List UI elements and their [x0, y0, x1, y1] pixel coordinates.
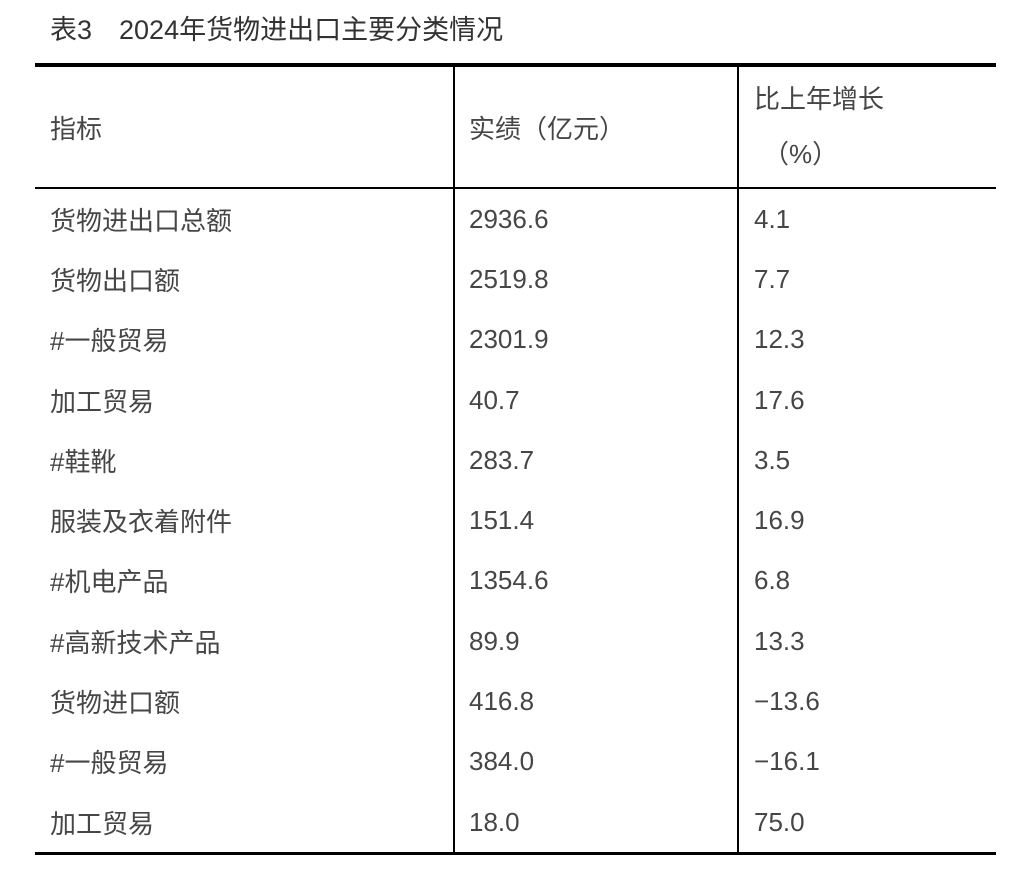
- value-cell: 2519.8: [453, 249, 737, 310]
- growth-cell: −13.6: [737, 671, 996, 732]
- indicator-cell: 加工贸易: [50, 386, 155, 417]
- indicator-cell: #一般贸易: [50, 748, 169, 779]
- table-row: 加工贸易 18.0 75.0: [35, 791, 996, 853]
- value-cell: 40.7: [453, 369, 737, 431]
- growth-cell: 13.3: [737, 611, 996, 672]
- value-cell: 18.0: [453, 791, 737, 853]
- value-cell: 384.0: [453, 731, 737, 792]
- growth-cell: 17.6: [737, 369, 996, 431]
- growth-cell: 7.7: [737, 249, 996, 310]
- table-title: 表3 2024年货物进出口主要分类情况: [50, 15, 504, 45]
- value-cell: 89.9: [453, 611, 737, 672]
- indicator-cell: 货物进口额: [50, 688, 181, 719]
- table-row: 货物进口额 416.8 −13.6: [35, 671, 996, 732]
- indicator-cell: #一般贸易: [50, 326, 169, 357]
- header-growth-line2: （%）: [763, 139, 839, 169]
- table-row: 服装及衣着附件 151.4 16.9: [35, 490, 996, 551]
- growth-cell: 3.5: [737, 430, 996, 491]
- value-cell: 283.7: [453, 430, 737, 491]
- table-body: 货物进出口总额 2936.6 4.1 货物出口额 2519.8 7.7 #一般贸…: [35, 189, 996, 853]
- trade-table: 指标 实绩（亿元） 比上年增长 （%） 货物进出口总额 2936.6 4.1 货…: [35, 63, 996, 856]
- indicator-cell: #机电产品: [50, 567, 169, 598]
- header-indicator: 指标: [50, 113, 103, 144]
- indicator-cell: #高新技术产品: [50, 627, 221, 658]
- growth-cell: 4.1: [737, 189, 996, 250]
- table-row: 货物出口额 2519.8 7.7: [35, 249, 996, 310]
- header-value: 实绩（亿元）: [453, 67, 737, 187]
- indicator-cell: 服装及衣着附件: [50, 507, 233, 538]
- indicator-cell: 加工贸易: [50, 808, 155, 839]
- growth-cell: −16.1: [737, 731, 996, 792]
- indicator-cell: 货物进出口总额: [50, 205, 233, 236]
- growth-cell: 6.8: [737, 550, 996, 612]
- growth-cell: 16.9: [737, 490, 996, 551]
- table-row: 货物进出口总额 2936.6 4.1: [35, 189, 996, 250]
- value-cell: 151.4: [453, 490, 737, 551]
- indicator-cell: #鞋靴: [50, 446, 117, 477]
- table-row: #机电产品 1354.6 6.8: [35, 550, 996, 612]
- table-row: 加工贸易 40.7 17.6: [35, 369, 996, 431]
- table-row: #高新技术产品 89.9 13.3: [35, 611, 996, 672]
- growth-cell: 12.3: [737, 309, 996, 370]
- table-row: #一般贸易 2301.9 12.3: [35, 309, 996, 370]
- table-row: #一般贸易 384.0 −16.1: [35, 731, 996, 792]
- table-row: #鞋靴 283.7 3.5: [35, 430, 996, 491]
- growth-cell: 75.0: [737, 791, 996, 853]
- value-cell: 416.8: [453, 671, 737, 732]
- value-cell: 2301.9: [453, 309, 737, 370]
- value-cell: 2936.6: [453, 189, 737, 250]
- indicator-cell: 货物出口额: [50, 265, 181, 296]
- value-cell: 1354.6: [453, 550, 737, 612]
- header-growth: 比上年增长 （%）: [737, 67, 996, 187]
- header-growth-line1: 比上年增长: [754, 84, 885, 114]
- table-header-row: 指标 实绩（亿元） 比上年增长 （%）: [35, 67, 996, 189]
